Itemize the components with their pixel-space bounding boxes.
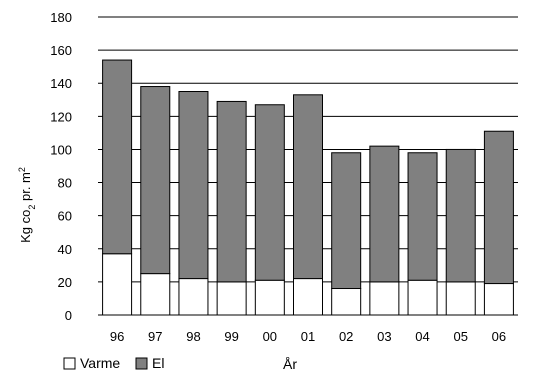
bar-el-05	[445, 148, 476, 283]
x-tick-label: 02	[339, 329, 353, 344]
x-tick-label: 01	[301, 329, 315, 344]
bar-varme-98	[178, 278, 209, 316]
x-tick-label: 96	[110, 329, 124, 344]
bar-varme-03	[369, 281, 400, 316]
y-tick-label: 180	[50, 10, 72, 25]
x-tick-label: 98	[186, 329, 200, 344]
bar-varme-96	[102, 253, 133, 316]
y-tick-label: 120	[50, 109, 72, 124]
y-tick-label: 0	[65, 308, 72, 323]
bar-el-00	[254, 104, 285, 281]
x-axis-label: År	[283, 356, 297, 372]
y-tick-label: 160	[50, 43, 72, 58]
bar-varme-05	[445, 281, 476, 316]
x-tick-label: 03	[377, 329, 391, 344]
y-tick-label: 40	[58, 242, 72, 257]
x-tick-label: 06	[492, 329, 506, 344]
x-tick-label: 05	[453, 329, 467, 344]
x-tick-label: 00	[263, 329, 277, 344]
bar-el-02	[331, 152, 362, 290]
y-axis-label: Kg co2 pr. m2	[17, 167, 37, 243]
bar-varme-00	[254, 279, 285, 316]
y-tick-label: 140	[50, 76, 72, 91]
bar-varme-06	[483, 283, 514, 316]
y-tick-label: 100	[50, 142, 72, 157]
bar-el-06	[483, 130, 514, 285]
bar-varme-04	[407, 279, 438, 316]
bar-el-99	[216, 100, 247, 283]
bars	[102, 59, 514, 316]
legend-swatch-el	[135, 357, 148, 370]
y-tick-label: 80	[58, 176, 72, 191]
x-tick-labels: 96 97 98 99 00 01 02 03 04 05 06	[110, 329, 506, 344]
x-tick-label: 99	[224, 329, 238, 344]
bar-el-01	[293, 94, 323, 280]
bar-el-97	[140, 86, 171, 275]
bar-el-04	[407, 152, 438, 281]
y-tick-label: 60	[58, 209, 72, 224]
bar-varme-01	[293, 278, 323, 316]
y-tick-label: 20	[58, 275, 72, 290]
y-tick-labels: 0 20 40 60 80 100 120 140 160 180	[50, 10, 72, 323]
legend-swatch-varme	[63, 357, 76, 370]
x-tick-label: 97	[148, 329, 162, 344]
bar-varme-97	[140, 273, 171, 316]
legend: Varme El	[63, 355, 164, 371]
bar-el-96	[102, 59, 133, 255]
legend-label-el: El	[152, 355, 164, 371]
legend-label-varme: Varme	[80, 355, 120, 371]
bar-varme-02	[331, 288, 362, 316]
bar-el-03	[369, 145, 400, 283]
bar-varme-99	[216, 281, 247, 316]
bar-el-98	[178, 91, 209, 280]
x-tick-label: 04	[415, 329, 429, 344]
